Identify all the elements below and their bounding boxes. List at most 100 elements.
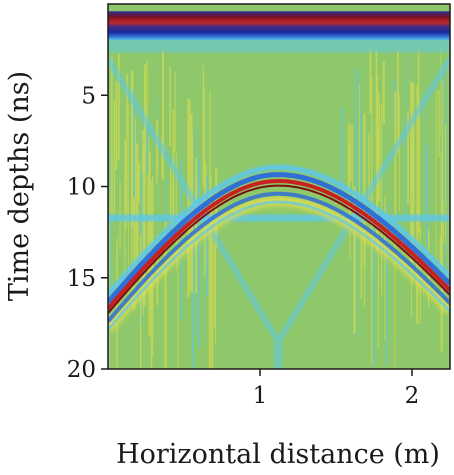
noise-streak: [180, 159, 182, 320]
noise-streak: [379, 102, 381, 163]
x-tick-label: 2: [405, 383, 420, 409]
noise-streak: [412, 82, 415, 249]
y-tick-label: 10: [67, 175, 96, 201]
noise-streak: [382, 61, 385, 124]
noise-streak: [146, 108, 149, 174]
noise-streak: [340, 107, 344, 198]
noise-streak: [125, 140, 127, 230]
noise-streak: [117, 53, 120, 160]
noise-streak: [424, 90, 426, 212]
noise-streak: [146, 60, 148, 124]
noise-streak: [398, 93, 400, 211]
hyperbola-lower-blue-band: [108, 191, 450, 323]
y-tick-label: 5: [81, 83, 96, 109]
noise-streak: [211, 190, 214, 369]
noise-streak: [360, 112, 362, 220]
noise-streak: [368, 133, 370, 201]
noise-streak: [416, 84, 418, 241]
noise-streak: [426, 144, 429, 256]
direct-wave-band: [108, 11, 450, 41]
hyperbola-blue-band: [108, 172, 450, 304]
noise-streak: [394, 234, 396, 369]
noise-streak: [203, 189, 205, 342]
noise-streak: [157, 120, 159, 175]
noise-streak: [148, 137, 150, 336]
noise-streak: [143, 145, 146, 307]
y-tick-label: 20: [67, 357, 96, 383]
noise-streak: [445, 124, 446, 245]
noise-streak: [363, 113, 366, 266]
noise-streak: [213, 221, 216, 328]
noise-streak: [113, 99, 116, 218]
clutter-streaks: [108, 46, 446, 369]
hyperbola-lower-light-band: [108, 200, 450, 331]
noise-streak: [202, 65, 204, 185]
noise-streak: [162, 49, 164, 181]
noise-streak: [439, 237, 442, 279]
noise-streak: [418, 99, 420, 233]
noise-streak: [353, 186, 356, 334]
hyperbola-outer-light-band: [108, 164, 450, 297]
noise-streak: [442, 80, 444, 242]
noise-streak: [435, 90, 437, 263]
hyperbola-red-core: [108, 178, 450, 311]
noise-streak: [156, 119, 158, 184]
noise-streak: [438, 89, 440, 158]
noise-streak: [128, 102, 129, 303]
noise-streak: [174, 71, 176, 153]
noise-streak: [133, 89, 135, 198]
noise-streak: [360, 211, 363, 299]
noise-streak: [215, 206, 216, 346]
noise-streak: [377, 216, 379, 348]
noise-streak: [360, 68, 361, 112]
noise-streak: [131, 98, 133, 293]
noise-streak: [349, 209, 351, 261]
y-axis-title: Time depths (ns): [4, 71, 35, 301]
heatmap-image: [108, 4, 450, 369]
noise-streak: [410, 81, 413, 276]
noise-streak: [350, 124, 352, 183]
noise-streak: [206, 176, 209, 297]
noise-streak: [440, 47, 442, 138]
x-axis-title: Horizontal distance (m): [116, 439, 440, 470]
noise-streak: [355, 67, 358, 244]
noise-streak: [193, 229, 195, 334]
noise-streak: [197, 158, 200, 348]
noise-streak: [418, 46, 420, 127]
noise-streak: [164, 222, 167, 369]
noise-streak: [381, 103, 383, 296]
noise-streak: [203, 88, 205, 185]
noise-streak: [136, 143, 139, 269]
noise-streak: [109, 193, 111, 369]
noise-streak: [133, 190, 136, 310]
direct-wave-tail: [108, 40, 450, 53]
noise-streak: [169, 166, 172, 226]
noise-streak: [443, 61, 446, 203]
y-tick-label: 15: [67, 266, 96, 292]
noise-streak: [208, 218, 211, 369]
noise-streak: [126, 73, 128, 141]
noise-streak: [347, 123, 350, 209]
noise-streak: [352, 125, 353, 201]
axes: 5 10 15 20 1 2: [67, 83, 420, 409]
noise-streak: [384, 195, 386, 341]
noise-streak: [135, 200, 137, 282]
x-tick-label: 1: [253, 383, 268, 409]
noise-streak: [169, 67, 171, 147]
noise-streak: [111, 56, 113, 215]
noise-streak: [110, 151, 112, 325]
noise-streak: [135, 118, 136, 200]
noise-streak: [355, 215, 357, 337]
noise-streak: [348, 143, 350, 222]
noise-streak: [140, 172, 143, 326]
noise-streak: [385, 204, 388, 367]
noise-streak: [175, 152, 177, 271]
noise-streak: [161, 135, 163, 177]
noise-streak: [177, 239, 179, 369]
diffraction-left-limb: [108, 57, 281, 344]
noise-streak: [166, 179, 168, 235]
noise-streak: [394, 92, 397, 220]
noise-streak: [371, 176, 373, 364]
noise-streak: [441, 134, 443, 313]
